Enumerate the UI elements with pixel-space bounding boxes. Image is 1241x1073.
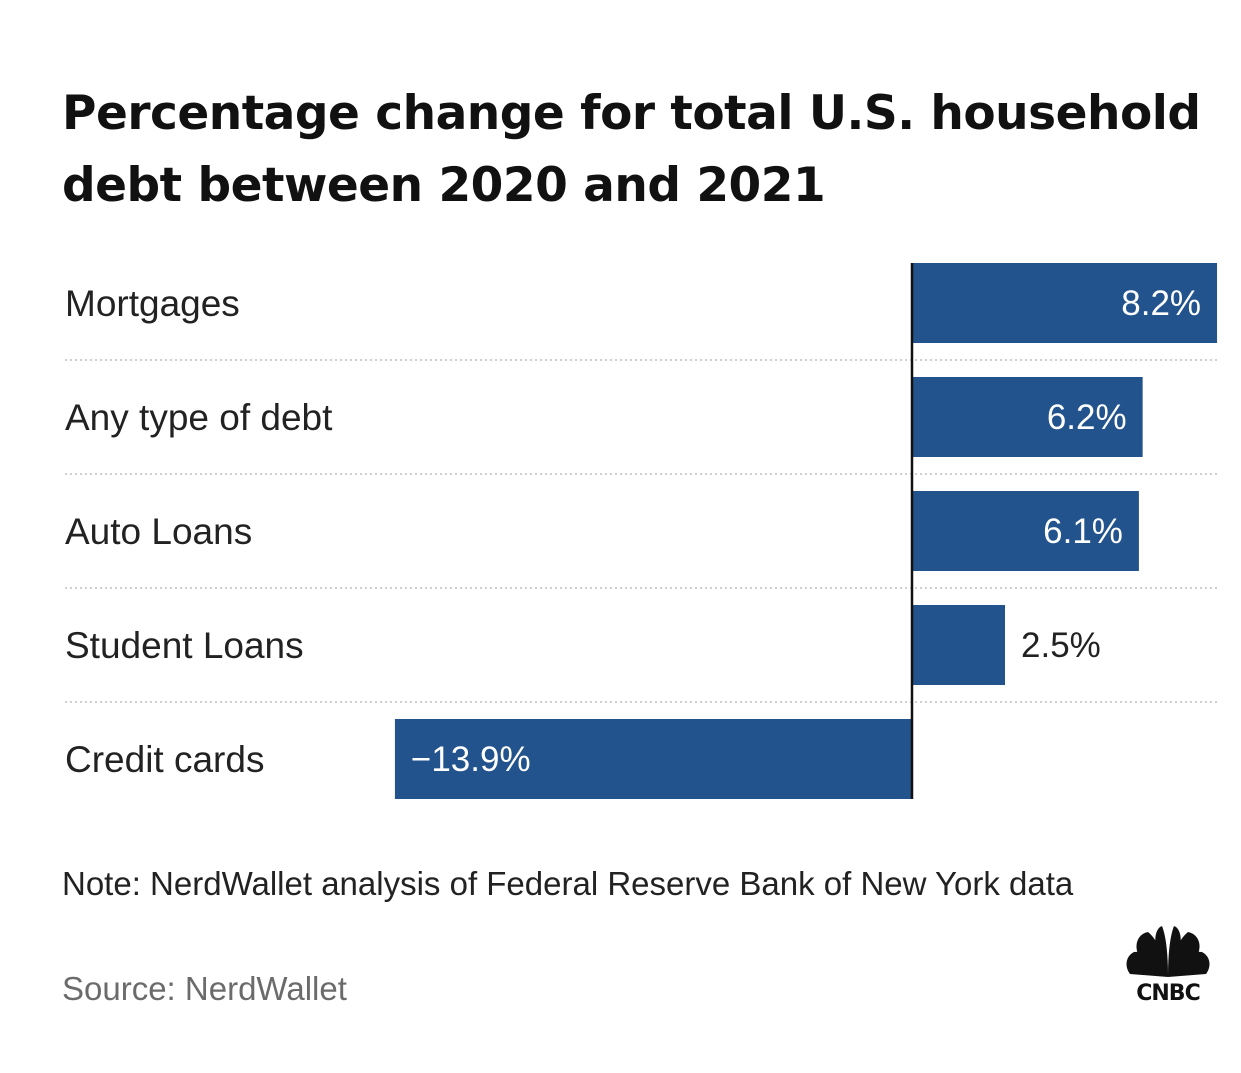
bar [912,491,1139,571]
category-label: Student Loans [65,625,304,666]
bar [912,605,1005,685]
chart-title: Percentage change for total U.S. househo… [62,86,1201,213]
cnbc-logo-text: CNBC [1136,981,1200,1006]
value-label: 2.5% [1021,626,1101,665]
cnbc-peacock-logo [1126,926,1210,977]
value-label: 6.2% [1047,398,1127,437]
bar [912,377,1143,457]
chart-note: Note: NerdWallet analysis of Federal Res… [62,865,1074,902]
value-label: 8.2% [1121,284,1201,323]
category-label: Mortgages [65,283,240,324]
bar [912,263,1218,343]
value-label: 6.1% [1043,512,1123,551]
value-label: −13.9% [411,740,531,779]
category-label: Credit cards [65,739,264,780]
category-label: Any type of debt [65,397,333,438]
chart-source: Source: NerdWallet [62,970,347,1007]
category-label: Auto Loans [65,511,252,552]
bar [394,719,912,799]
